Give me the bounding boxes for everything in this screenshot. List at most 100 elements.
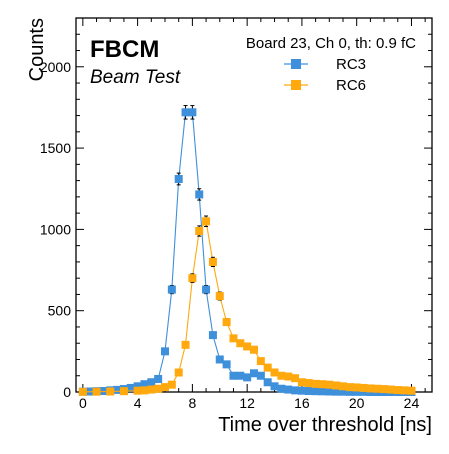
data-point bbox=[345, 383, 354, 392]
data-point bbox=[297, 386, 306, 395]
data-point bbox=[318, 387, 327, 396]
y-tick-label: 0 bbox=[63, 384, 71, 400]
data-point bbox=[222, 360, 231, 369]
data-point bbox=[400, 386, 409, 395]
data-point bbox=[386, 385, 395, 394]
data-point bbox=[393, 386, 402, 395]
data-point bbox=[215, 355, 224, 364]
data-point bbox=[332, 387, 341, 396]
chart-title: FBCM bbox=[90, 36, 159, 63]
data-point bbox=[352, 383, 361, 392]
data-point bbox=[284, 385, 293, 394]
data-point bbox=[174, 174, 183, 183]
data-point bbox=[161, 347, 169, 356]
data-point bbox=[78, 387, 87, 396]
series-rc6 bbox=[78, 215, 416, 396]
chart-subtitle: Beam Test bbox=[90, 67, 181, 88]
data-point bbox=[243, 342, 252, 351]
data-point bbox=[270, 368, 279, 377]
y-tick-label: 1500 bbox=[40, 140, 71, 156]
data-point bbox=[345, 387, 354, 396]
data-point bbox=[263, 363, 272, 372]
data-point bbox=[99, 387, 108, 396]
data-point bbox=[270, 382, 279, 391]
data-point bbox=[181, 108, 190, 117]
data-point bbox=[284, 372, 293, 381]
data-point bbox=[215, 292, 224, 301]
data-point bbox=[167, 285, 176, 294]
legend-label-rc3: RC3 bbox=[336, 56, 366, 73]
legend-label-rc6: RC6 bbox=[336, 77, 366, 94]
data-point bbox=[359, 383, 368, 392]
data-point bbox=[119, 387, 128, 396]
data-point bbox=[195, 227, 204, 236]
data-point bbox=[366, 384, 375, 393]
data-point bbox=[154, 384, 163, 393]
x-tick-label: 8 bbox=[188, 395, 196, 411]
data-point bbox=[277, 384, 286, 393]
data-point bbox=[256, 357, 265, 366]
data-point bbox=[263, 378, 272, 387]
data-point bbox=[373, 384, 382, 393]
data-point bbox=[181, 340, 190, 349]
data-point bbox=[318, 380, 327, 389]
series-layer bbox=[78, 105, 416, 396]
data-point bbox=[339, 387, 347, 396]
chart-annotation: Board 23, Ch 0, th: 0.9 fC bbox=[246, 35, 416, 52]
data-point bbox=[304, 379, 313, 388]
data-point bbox=[154, 374, 163, 383]
data-point bbox=[222, 318, 231, 327]
x-axis-label: Time over threshold [ns] bbox=[218, 414, 432, 436]
data-point bbox=[208, 331, 217, 340]
data-point bbox=[236, 339, 245, 348]
y-tick-label: 1000 bbox=[40, 221, 71, 237]
data-point bbox=[339, 382, 347, 391]
data-point bbox=[352, 387, 361, 396]
data-point bbox=[229, 334, 238, 343]
data-point bbox=[92, 387, 101, 396]
data-point bbox=[277, 371, 286, 380]
data-point bbox=[291, 386, 300, 395]
x-tick-label: 12 bbox=[239, 395, 255, 411]
data-point bbox=[297, 378, 306, 387]
data-point bbox=[250, 345, 258, 354]
data-point bbox=[208, 257, 217, 266]
data-point bbox=[147, 378, 156, 387]
x-tick-label: 16 bbox=[294, 395, 310, 411]
data-point bbox=[304, 387, 313, 396]
x-tick-label: 20 bbox=[349, 395, 365, 411]
data-point bbox=[325, 387, 334, 396]
y-axis-label: Counts bbox=[26, 18, 48, 81]
y-tick-label: 500 bbox=[48, 303, 72, 319]
y-tick-label: 2000 bbox=[40, 59, 71, 75]
data-point bbox=[113, 385, 122, 394]
data-point bbox=[250, 369, 258, 378]
data-point bbox=[147, 385, 156, 394]
data-point bbox=[140, 386, 149, 395]
x-tick-label: 24 bbox=[404, 395, 420, 411]
data-point bbox=[161, 383, 169, 392]
data-point bbox=[311, 387, 320, 396]
data-point bbox=[174, 368, 183, 377]
data-point bbox=[407, 386, 416, 395]
data-point bbox=[291, 374, 300, 383]
data-point bbox=[325, 380, 334, 389]
data-point bbox=[188, 108, 197, 117]
data-point bbox=[188, 274, 197, 283]
data-point bbox=[243, 373, 252, 382]
series-rc3 bbox=[78, 105, 416, 396]
x-tick-label: 0 bbox=[79, 395, 87, 411]
x-tick-label: 4 bbox=[134, 395, 142, 411]
data-point bbox=[256, 371, 265, 380]
legend-marker-rc6 bbox=[291, 80, 301, 90]
data-point bbox=[195, 190, 204, 199]
data-point bbox=[140, 380, 149, 389]
data-point bbox=[236, 371, 245, 380]
data-point bbox=[202, 217, 211, 226]
data-point bbox=[332, 381, 341, 390]
data-point bbox=[106, 387, 115, 396]
data-point bbox=[311, 379, 320, 388]
data-point bbox=[380, 385, 389, 394]
